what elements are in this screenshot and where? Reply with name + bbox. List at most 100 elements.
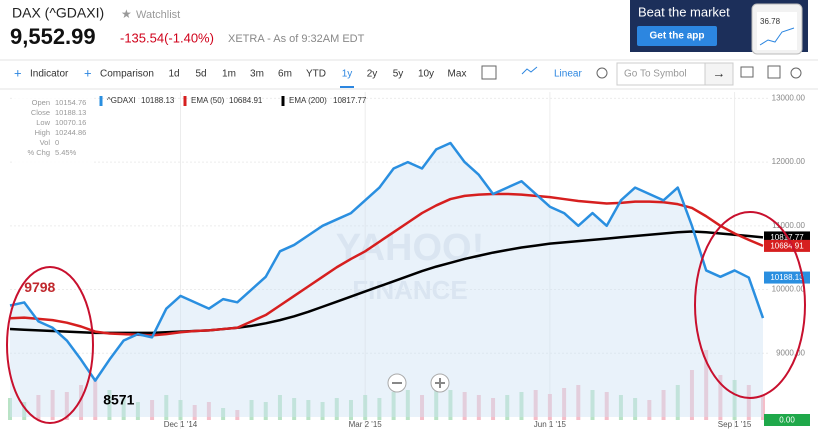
- volume-bar: [235, 410, 240, 420]
- range-button[interactable]: 1y: [342, 69, 353, 80]
- volume-bar: [348, 400, 353, 420]
- ad-title: Beat the market: [638, 4, 730, 19]
- annotation: 9798: [24, 279, 55, 295]
- plot: YAHOO!FINANCE9000.0010000.0011000.001200…: [8, 92, 810, 429]
- info-label: Low: [36, 118, 50, 127]
- volume-bar: [292, 398, 297, 420]
- chart-type-icon[interactable]: [521, 66, 538, 75]
- legend-value: 10684.91: [229, 96, 263, 105]
- range-buttons: 1d 5d 1m 3m 6m YTD 1y 2y 5y 10y Max: [168, 69, 467, 88]
- info-label: Close: [31, 108, 50, 117]
- search-go[interactable]: [704, 62, 734, 86]
- info-value: 0: [55, 138, 59, 147]
- reset-icon[interactable]: [596, 67, 608, 79]
- volume-bar: [533, 390, 538, 420]
- comparison-button[interactable]: Comparison: [100, 69, 154, 80]
- volume-bar: [405, 390, 410, 420]
- volume-bar: [434, 385, 439, 420]
- volume-bar: [689, 370, 694, 420]
- range-button[interactable]: Max: [448, 69, 467, 80]
- volume-bar: [79, 385, 84, 420]
- volume-bar: [519, 392, 524, 420]
- star-icon[interactable]: ★: [121, 7, 132, 21]
- volume-bar: [562, 388, 567, 420]
- volume-bar: [8, 398, 12, 420]
- price-tag: [764, 239, 810, 252]
- watchlist[interactable]: Watchlist: [136, 9, 180, 21]
- highlight-ellipse: [694, 211, 806, 399]
- volume-bar: [633, 398, 638, 420]
- info-label: Vol: [40, 138, 51, 147]
- range-button[interactable]: 5y: [393, 69, 404, 80]
- plus-icon: +: [14, 65, 22, 80]
- volume-bar: [306, 400, 311, 420]
- arrow-icon: →: [713, 65, 726, 80]
- range-button[interactable]: 3m: [250, 69, 264, 80]
- x-tick-label: Jun 1 '15: [534, 420, 567, 429]
- y-tick-label: 13000.00: [772, 93, 806, 102]
- volume-bar: [391, 392, 396, 420]
- volume-bar: [377, 398, 382, 420]
- x-tick-label: Sep 1 '15: [718, 420, 752, 429]
- volume-bar: [178, 400, 183, 420]
- settings-icon[interactable]: [790, 67, 802, 79]
- volume-bar: [420, 395, 425, 420]
- volume-bar: [263, 402, 268, 420]
- legend-name: ^GDAXI: [107, 96, 136, 105]
- legend-name: EMA (50): [191, 96, 225, 105]
- y-tick-label: 10000.00: [772, 285, 806, 294]
- volume-bar: [22, 402, 27, 420]
- volume-bar: [121, 398, 126, 420]
- ad-button[interactable]: [637, 26, 717, 46]
- volume-bar: [150, 400, 155, 420]
- volume-bar: [704, 350, 709, 420]
- volume-bar: [547, 394, 552, 420]
- zoom-controls: [387, 373, 450, 393]
- volume-bar: [476, 395, 481, 420]
- indicator-button[interactable]: Indicator: [30, 69, 69, 80]
- calendar-icon[interactable]: [481, 65, 497, 80]
- volume-bar: [206, 402, 211, 420]
- volume-bar: [107, 390, 112, 420]
- range-button[interactable]: 5d: [195, 69, 206, 80]
- legend-name: EMA (200): [289, 96, 327, 105]
- price-tag-label: 10684.91: [770, 242, 804, 251]
- volume-bar: [462, 392, 467, 420]
- volume-bar: [732, 380, 737, 420]
- range-button[interactable]: 1d: [168, 69, 179, 80]
- print-icon[interactable]: [740, 66, 754, 78]
- series-line: [9, 230, 764, 335]
- y-tick-label: 11000.00: [772, 221, 805, 230]
- expand-icon[interactable]: [767, 65, 781, 79]
- volume-bar: [192, 405, 197, 420]
- volume-bar: [93, 380, 98, 420]
- phone-chart: [759, 27, 795, 46]
- range-button[interactable]: 6m: [278, 69, 292, 80]
- annotation: 8571: [103, 391, 134, 407]
- price-tag: [764, 271, 810, 284]
- range-button[interactable]: YTD: [306, 69, 326, 80]
- symbol: DAX (^GDAXI): [12, 5, 104, 21]
- volume-bar: [334, 398, 339, 420]
- volume-bar: [164, 395, 169, 420]
- price: 9,552.99: [10, 24, 96, 49]
- phone-value: 36.78: [760, 17, 781, 26]
- range-button[interactable]: 10y: [418, 69, 434, 80]
- ad-button-label: Get the app: [649, 31, 704, 42]
- volume-bar: [505, 395, 510, 420]
- volume-bar: [718, 375, 723, 420]
- search-placeholder: Go To Symbol: [624, 69, 687, 80]
- phone-screen: [757, 12, 797, 50]
- scale-button[interactable]: Linear: [554, 69, 582, 80]
- range-button[interactable]: 2y: [367, 69, 378, 80]
- price-area: [10, 142, 763, 417]
- info-label: % Chg: [27, 148, 50, 157]
- range-button[interactable]: 1m: [222, 69, 236, 80]
- exchange: XETRA - As of 9:32AM EDT: [228, 33, 365, 45]
- price-tag-label: 10188.13: [770, 273, 804, 282]
- volume-bar: [576, 385, 581, 420]
- highlight-ellipse: [6, 266, 94, 424]
- volume-bar: [675, 385, 680, 420]
- volume-bar: [320, 402, 325, 420]
